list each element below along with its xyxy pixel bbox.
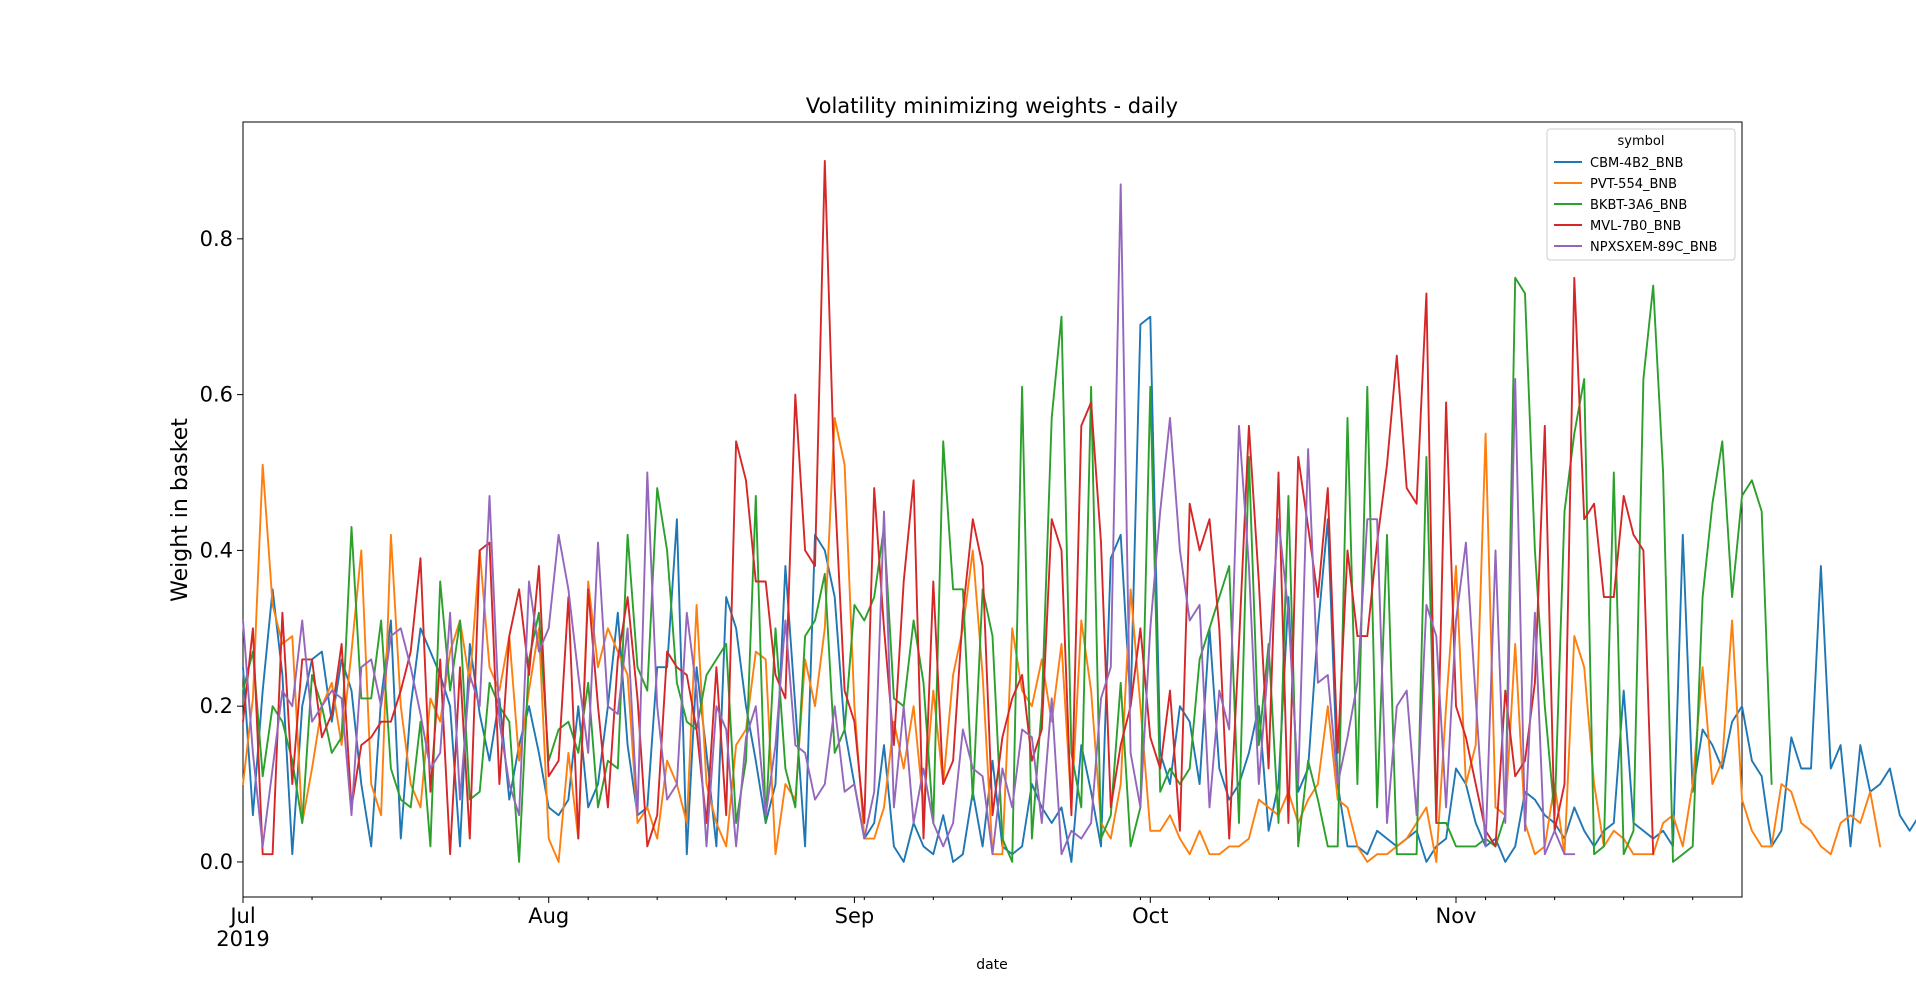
x-tick-sublabel: 2019 [216, 927, 269, 951]
y-axis: 0.0 0.2 0.4 0.6 0.8 [200, 227, 243, 874]
x-tick-label-0: Jul [228, 904, 255, 928]
legend-label-2: BKBT-3A6_BNB [1590, 198, 1687, 213]
legend-label-0: CBM-4B2_BNB [1590, 156, 1683, 171]
x-tick-label-4: Nov [1436, 904, 1477, 928]
y-tick-label-4: 0.8 [200, 227, 233, 251]
y-axis-label: Weight in basket [168, 418, 193, 602]
legend-title: symbol [1618, 134, 1665, 149]
y-tick-label-3: 0.6 [200, 383, 233, 407]
plot-area [242, 121, 1743, 898]
x-tick-label-3: Oct [1132, 904, 1168, 928]
x-axis: Jul Aug Sep Oct Nov 2019 [216, 897, 1694, 951]
series-line-3 [242, 159, 1655, 856]
x-tick-label-2: Sep [835, 904, 875, 928]
y-tick-label-0: 0.0 [200, 850, 233, 874]
x-axis-label: date [976, 957, 1008, 973]
legend: symbol CBM-4B2_BNB PVT-554_BNB BKBT-3A6_BN… [1546, 128, 1736, 261]
series-line-4 [242, 183, 1576, 856]
legend-label-4: NPXSXEM-89C_BNB [1590, 240, 1717, 255]
series-line-1 [242, 417, 1882, 863]
legend-label-1: PVT-554_BNB [1590, 177, 1677, 192]
legend-items: CBM-4B2_BNB PVT-554_BNB BKBT-3A6_BNB MVL-7B… [1554, 156, 1717, 255]
legend-box [1546, 128, 1736, 261]
y-tick-label-1: 0.2 [200, 694, 233, 718]
legend-label-3: MVL-7B0_BNB [1590, 219, 1681, 234]
chart-title: Volatility minimizing weights - daily [806, 94, 1178, 118]
series-layer [242, 159, 1916, 863]
x-tick-label-1: Aug [528, 904, 569, 928]
y-tick-label-2: 0.4 [200, 538, 233, 562]
